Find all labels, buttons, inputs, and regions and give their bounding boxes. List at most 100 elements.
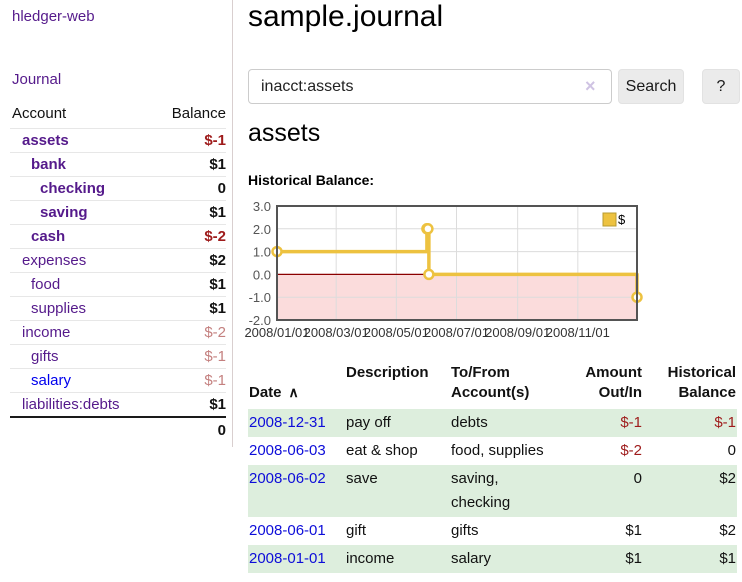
account-link-assets[interactable]: assets: [22, 132, 69, 149]
transaction-balance: $1: [719, 550, 736, 567]
account-balance: $2: [152, 248, 226, 273]
account-link-supplies[interactable]: supplies: [31, 300, 87, 317]
register-row: 2008-12-31 pay off debts $-1 $-1: [248, 409, 737, 437]
accounts-column-header: To/From Account(s): [451, 364, 530, 401]
account-balance: $-1: [152, 368, 226, 393]
search-button[interactable]: Search: [618, 69, 684, 104]
balance-chart: 3.0 2.0 1.0 0.0 -1.0 -2.02008/01/012008/03/01…: [244, 199, 643, 340]
svg-text:3.0: 3.0: [253, 200, 271, 214]
account-link-checking[interactable]: checking: [40, 180, 106, 197]
svg-text:-2.0: -2.0: [249, 313, 271, 328]
accounts-total-value: 0: [152, 416, 226, 443]
accounts-total-row: 0: [10, 416, 226, 443]
account-link-gifts[interactable]: gifts: [31, 348, 59, 365]
transaction-date-link[interactable]: 2008-06-03: [249, 442, 326, 459]
account-row-supplies: supplies $1: [10, 296, 226, 321]
transaction-balance: $2: [719, 470, 736, 487]
chart-title: Historical Balance:: [248, 172, 375, 188]
transaction-date-link[interactable]: 2008-06-01: [249, 522, 326, 539]
main-content: sample.journal × Search ? assets Histori…: [244, 0, 742, 582]
search-bar: × Search ?: [248, 69, 742, 104]
transaction-description: income: [346, 550, 395, 567]
transaction-balance: $2: [719, 522, 736, 539]
date-column-header[interactable]: Date ∧: [248, 361, 345, 409]
account-balance: $1: [152, 272, 226, 297]
sidebar-item-journal[interactable]: Journal: [12, 71, 62, 88]
transaction-balance: 0: [727, 442, 736, 459]
account-balance: $1: [152, 392, 226, 417]
clear-search-icon[interactable]: ×: [585, 76, 596, 96]
account-balance: $1: [152, 200, 226, 225]
transaction-date-link[interactable]: 2008-06-02: [249, 470, 326, 487]
account-row-assets: assets $-1: [10, 128, 226, 153]
date-header-label: Date: [249, 383, 282, 401]
account-row-liabilities-debts: liabilities:debts $1: [10, 392, 226, 417]
account-link-income[interactable]: income: [22, 324, 71, 341]
search-input[interactable]: [248, 69, 612, 104]
app-title-link[interactable]: hledger-web: [12, 8, 95, 25]
account-link-salary[interactable]: salary: [31, 372, 72, 389]
account-balance: $1: [152, 296, 226, 321]
transaction-accounts: saving, checking: [451, 470, 511, 511]
transaction-accounts: salary: [451, 550, 492, 567]
account-link-bank[interactable]: bank: [31, 156, 67, 173]
transaction-date-link[interactable]: 2008-12-31: [249, 414, 326, 431]
account-balance: 0: [152, 176, 226, 201]
register-table: Date ∧ Description To/From Account(s) Amo…: [248, 361, 737, 573]
register-row: 2008-06-01 gift gifts $1 $2: [248, 517, 737, 545]
transaction-accounts: debts: [451, 414, 488, 431]
account-link-expenses[interactable]: expenses: [22, 252, 87, 269]
balance-column-header: Historical Balance: [667, 364, 736, 401]
account-link-food[interactable]: food: [31, 276, 61, 293]
transaction-amount: $-1: [620, 414, 642, 431]
svg-text:2.0: 2.0: [253, 222, 271, 237]
transaction-description: gift: [346, 522, 367, 539]
account-row-expenses: expenses $2: [10, 248, 226, 273]
account-row-saving: saving $1: [10, 200, 226, 225]
transaction-balance: $-1: [714, 414, 736, 431]
description-column-header: Description: [346, 364, 429, 381]
sort-ascending-icon: ∧: [288, 383, 299, 400]
chart-container: 3.0 2.0 1.0 0.0 -1.0 -2.0 2008/01/01 2008/03/01…: [244, 199, 644, 344]
svg-text:-1.0: -1.0: [249, 290, 271, 305]
account-row-income: income $-2: [10, 320, 226, 345]
accounts-table: Account Balance assets $-1 bank $1 check…: [10, 101, 226, 443]
transaction-accounts: gifts: [451, 522, 479, 539]
svg-text:2008/03/01: 2008/03/01: [304, 325, 369, 340]
account-balance: $1: [152, 152, 226, 177]
svg-text:2008/09/01: 2008/09/01: [485, 325, 550, 340]
account-row-gifts: gifts $-1: [10, 344, 226, 369]
balance-column-header: Balance: [171, 105, 226, 122]
sidebar: hledger-web Journal Account Balance asse…: [0, 0, 233, 447]
help-button[interactable]: ?: [702, 69, 740, 104]
transaction-amount: 0: [633, 470, 642, 487]
register-row: 2008-01-01 income salary $1 $1: [248, 545, 737, 573]
svg-text:2008/07/01: 2008/07/01: [424, 325, 489, 340]
account-link-cash[interactable]: cash: [31, 228, 66, 245]
svg-text:2008/05/01: 2008/05/01: [364, 325, 429, 340]
account-link-saving[interactable]: saving: [40, 204, 88, 221]
svg-text:2008/01/01: 2008/01/01: [244, 325, 309, 340]
account-balance: $-2: [152, 320, 226, 345]
account-balance: $-2: [152, 224, 226, 249]
account-row-cash: cash $-2: [10, 224, 226, 249]
register-row: 2008-06-03 eat & shop food, supplies $-2…: [248, 437, 737, 465]
svg-text:2008/11/01: 2008/11/01: [546, 325, 610, 340]
account-row-food: food $1: [10, 272, 226, 297]
register-row: 2008-06-02 save saving, checking 0 $2: [248, 465, 737, 517]
transaction-description: save: [346, 470, 378, 487]
transaction-date-link[interactable]: 2008-01-01: [249, 550, 326, 567]
svg-text:1.0: 1.0: [253, 245, 271, 260]
page-title: sample.journal: [248, 0, 444, 33]
transaction-amount: $1: [625, 522, 642, 539]
transaction-accounts: food, supplies: [451, 442, 544, 459]
account-link-liabilities-debts[interactable]: liabilities:debts: [22, 396, 120, 413]
account-balance: $-1: [152, 128, 226, 153]
account-column-header: Account: [12, 105, 67, 122]
account-balance: $-1: [152, 344, 226, 369]
amount-column-header: Amount Out/In: [585, 364, 642, 401]
account-heading: assets: [248, 119, 321, 147]
transaction-amount: $-2: [620, 442, 642, 459]
account-row-bank: bank $1: [10, 152, 226, 177]
